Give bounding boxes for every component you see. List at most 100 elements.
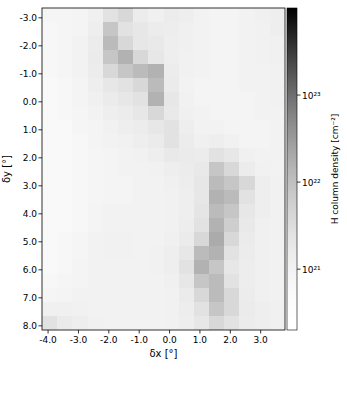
cell xyxy=(103,92,119,107)
cell xyxy=(239,50,255,65)
y-tick xyxy=(39,185,43,186)
cell xyxy=(164,260,180,275)
cell xyxy=(209,134,225,149)
cell xyxy=(194,106,210,121)
cell xyxy=(72,106,88,121)
cell xyxy=(42,204,58,219)
cell xyxy=(57,302,73,317)
y-tick xyxy=(39,101,43,102)
cell xyxy=(179,218,195,233)
cell xyxy=(179,274,195,289)
cell xyxy=(209,260,225,275)
cell xyxy=(224,148,240,163)
cell xyxy=(270,246,285,261)
cell xyxy=(255,120,271,135)
cell xyxy=(270,78,285,93)
cell xyxy=(118,204,134,219)
cell xyxy=(88,274,104,289)
cell xyxy=(118,190,134,205)
y-tick xyxy=(39,17,43,18)
cell xyxy=(164,92,180,107)
cell xyxy=(88,176,104,191)
cell xyxy=(209,288,225,303)
cell xyxy=(209,232,225,247)
cell xyxy=(57,246,73,261)
cell xyxy=(255,36,271,51)
cell xyxy=(72,274,88,289)
cell xyxy=(42,134,58,149)
cell xyxy=(57,274,73,289)
y-tick-label: 3.0 xyxy=(23,181,38,191)
cell xyxy=(239,106,255,121)
cell xyxy=(103,106,119,121)
cell xyxy=(224,260,240,275)
chart: -4.0-3.0-2.0-1.00.01.02.03.0-3.0-2.0-1.0… xyxy=(0,0,347,400)
cell xyxy=(103,78,119,93)
cell xyxy=(255,232,271,247)
x-tick-label: 0.0 xyxy=(162,335,177,345)
cell xyxy=(118,176,134,191)
y-tick-label: 0.0 xyxy=(23,97,38,107)
cell xyxy=(179,204,195,219)
cell xyxy=(194,50,210,65)
cell xyxy=(179,106,195,121)
cell xyxy=(270,204,285,219)
cell xyxy=(224,78,240,93)
cell xyxy=(224,120,240,135)
colorbar-tick xyxy=(297,95,301,96)
cell xyxy=(270,288,285,303)
cell xyxy=(255,134,271,149)
cell xyxy=(224,302,240,317)
cell xyxy=(179,162,195,177)
cell xyxy=(118,260,134,275)
x-tick-label: 2.0 xyxy=(223,335,238,345)
cell xyxy=(118,92,134,107)
colorbar-tick-label: 10²² xyxy=(302,178,321,188)
cell xyxy=(57,36,73,51)
cell xyxy=(255,204,271,219)
y-tick xyxy=(39,269,43,270)
cell xyxy=(239,246,255,261)
cell xyxy=(148,246,164,261)
cell xyxy=(270,36,285,51)
cell xyxy=(72,148,88,163)
cell xyxy=(224,204,240,219)
cell xyxy=(209,246,225,261)
x-tick-label: 3.0 xyxy=(254,335,269,345)
cell xyxy=(103,232,119,247)
cell xyxy=(88,36,104,51)
cell xyxy=(209,190,225,205)
cell xyxy=(194,246,210,261)
cell xyxy=(42,246,58,261)
cell xyxy=(42,302,58,317)
cell xyxy=(118,78,134,93)
cell xyxy=(179,232,195,247)
cell xyxy=(194,148,210,163)
cell xyxy=(118,288,134,303)
y-tick xyxy=(39,213,43,214)
cell xyxy=(164,36,180,51)
cell xyxy=(209,22,225,37)
cell xyxy=(103,50,119,65)
colorbar-title: H column density [cm⁻²] xyxy=(330,114,340,225)
cell xyxy=(255,162,271,177)
cell xyxy=(270,302,285,317)
cell xyxy=(164,50,180,65)
cell xyxy=(179,302,195,317)
x-tick xyxy=(199,330,200,334)
cell xyxy=(88,260,104,275)
cell xyxy=(118,36,134,51)
cell xyxy=(255,22,271,37)
y-tick xyxy=(39,241,43,242)
cell xyxy=(209,274,225,289)
x-tick xyxy=(260,330,261,334)
cell xyxy=(133,176,149,191)
cell xyxy=(57,260,73,275)
cell xyxy=(57,120,73,135)
cell xyxy=(42,274,58,289)
cell xyxy=(224,246,240,261)
cell xyxy=(255,64,271,79)
cell xyxy=(255,50,271,65)
cell xyxy=(224,50,240,65)
cell xyxy=(194,36,210,51)
